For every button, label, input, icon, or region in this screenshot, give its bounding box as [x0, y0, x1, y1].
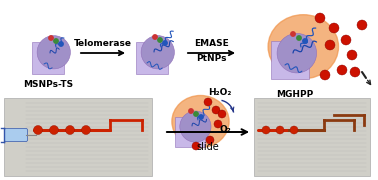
Circle shape	[218, 110, 226, 118]
Circle shape	[49, 36, 53, 40]
Circle shape	[158, 38, 162, 42]
Circle shape	[153, 35, 157, 39]
Circle shape	[54, 39, 58, 43]
Circle shape	[357, 20, 367, 30]
Circle shape	[276, 126, 284, 134]
Circle shape	[297, 36, 301, 40]
Circle shape	[303, 39, 307, 43]
Text: PtNPs: PtNPs	[196, 54, 227, 63]
Bar	[271, 41, 309, 79]
Circle shape	[337, 65, 347, 75]
Text: EMASE: EMASE	[194, 39, 229, 48]
Text: H₂O₂: H₂O₂	[208, 88, 231, 97]
Text: MSNPs-TS: MSNPs-TS	[23, 80, 73, 89]
Circle shape	[329, 23, 339, 33]
Circle shape	[141, 36, 174, 69]
Circle shape	[204, 98, 212, 106]
Circle shape	[50, 125, 59, 134]
Circle shape	[341, 35, 351, 45]
Circle shape	[37, 36, 70, 69]
Bar	[32, 42, 64, 74]
Circle shape	[290, 126, 298, 134]
Text: slide: slide	[197, 142, 219, 152]
Bar	[254, 98, 370, 176]
Circle shape	[291, 32, 295, 36]
Circle shape	[350, 67, 360, 77]
Circle shape	[163, 41, 167, 45]
Circle shape	[347, 50, 357, 60]
Circle shape	[214, 120, 222, 128]
Text: Telomerase: Telomerase	[74, 39, 132, 48]
Circle shape	[262, 126, 270, 134]
Circle shape	[194, 112, 198, 116]
Bar	[136, 42, 168, 74]
Circle shape	[315, 13, 325, 23]
Circle shape	[192, 142, 200, 150]
Circle shape	[34, 125, 42, 134]
Circle shape	[65, 125, 74, 134]
Circle shape	[320, 70, 330, 80]
FancyBboxPatch shape	[5, 129, 28, 141]
Text: O₂: O₂	[220, 125, 232, 134]
Bar	[4, 98, 152, 176]
Circle shape	[189, 109, 193, 113]
Text: MGHPP: MGHPP	[276, 90, 314, 99]
Circle shape	[82, 125, 90, 134]
Circle shape	[206, 136, 214, 144]
Ellipse shape	[172, 96, 229, 147]
Circle shape	[325, 40, 335, 50]
Circle shape	[212, 106, 220, 114]
Circle shape	[59, 42, 63, 46]
Ellipse shape	[268, 15, 339, 79]
Bar	[175, 117, 205, 147]
Circle shape	[180, 111, 211, 142]
Circle shape	[277, 33, 317, 73]
Circle shape	[199, 115, 203, 119]
